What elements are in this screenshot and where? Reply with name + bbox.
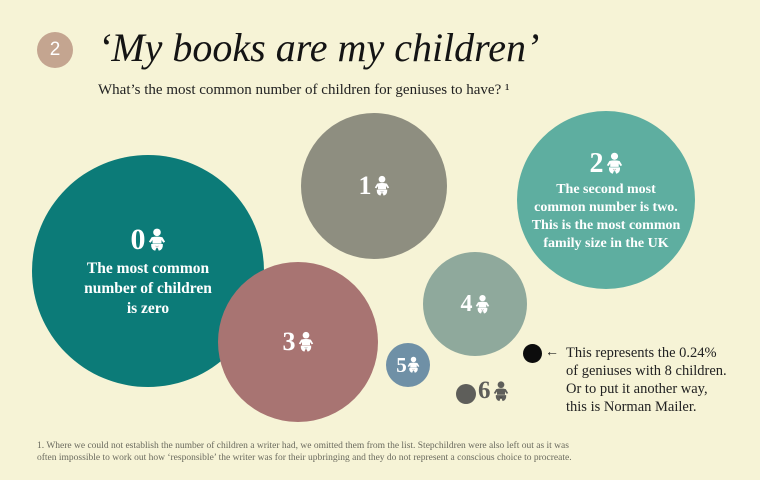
footnote-line: often impossible to work out how ‘respon… [37, 453, 572, 463]
page-title: ‘My books are my children’ [98, 25, 540, 70]
arrow-left-icon: ← [545, 345, 559, 360]
bubble-1-child: 1 [301, 113, 447, 259]
baby-icon [606, 152, 623, 175]
bubble-2-children: 2 The second most common number is two. … [517, 111, 695, 289]
bubble-number: 5 [396, 352, 407, 377]
bubble-number: 0 [130, 223, 146, 256]
bubble-text-line: The second most [556, 181, 656, 197]
annotation-line: this is Norman Mailer. [566, 399, 697, 415]
bubble-number: 6 [478, 377, 491, 404]
annotation-text: This represents the 0.24% of geniuses wi… [566, 344, 756, 416]
annotation-line: of geniuses with 8 children. [566, 363, 727, 379]
bubble-0-children: 0 The most common number of children is … [32, 155, 264, 387]
bubble-6-label: 6 [478, 377, 509, 405]
baby-icon [493, 380, 509, 403]
bubble-4-children: 4 [423, 252, 527, 356]
bubble-number: 3 [282, 327, 296, 356]
baby-icon [374, 175, 390, 197]
bubble-3-children: 3 [218, 262, 378, 422]
baby-icon [475, 294, 490, 315]
footnote: 1. Where we could not establish the numb… [37, 440, 727, 464]
annotation-line: This represents the 0.24% [566, 345, 717, 361]
page-subtitle: What’s the most common number of childre… [98, 82, 510, 98]
baby-icon [148, 228, 166, 252]
bubble-5-children: 5 [386, 343, 430, 387]
bubble-text-line: is zero [126, 300, 170, 317]
bubble-text-line: common number is two. [534, 199, 678, 215]
bubble-8-children [523, 344, 542, 363]
bubble-number: 1 [358, 171, 372, 200]
bubble-number: 2 [589, 147, 604, 179]
baby-icon [298, 331, 314, 353]
bubble-text-line: This is the most common [531, 217, 681, 233]
section-number-badge: 2 [37, 32, 73, 68]
bubble-text-line: number of children [84, 280, 212, 297]
bubble-number: 4 [460, 290, 473, 317]
bubble-6-children [456, 384, 476, 404]
bubble-text-line: family size in the UK [543, 235, 669, 251]
bubble-text-line: The most common [86, 260, 210, 277]
footnote-line: 1. Where we could not establish the numb… [37, 441, 569, 451]
annotation-line: Or to put it another way, [566, 381, 708, 397]
baby-icon [407, 356, 420, 374]
